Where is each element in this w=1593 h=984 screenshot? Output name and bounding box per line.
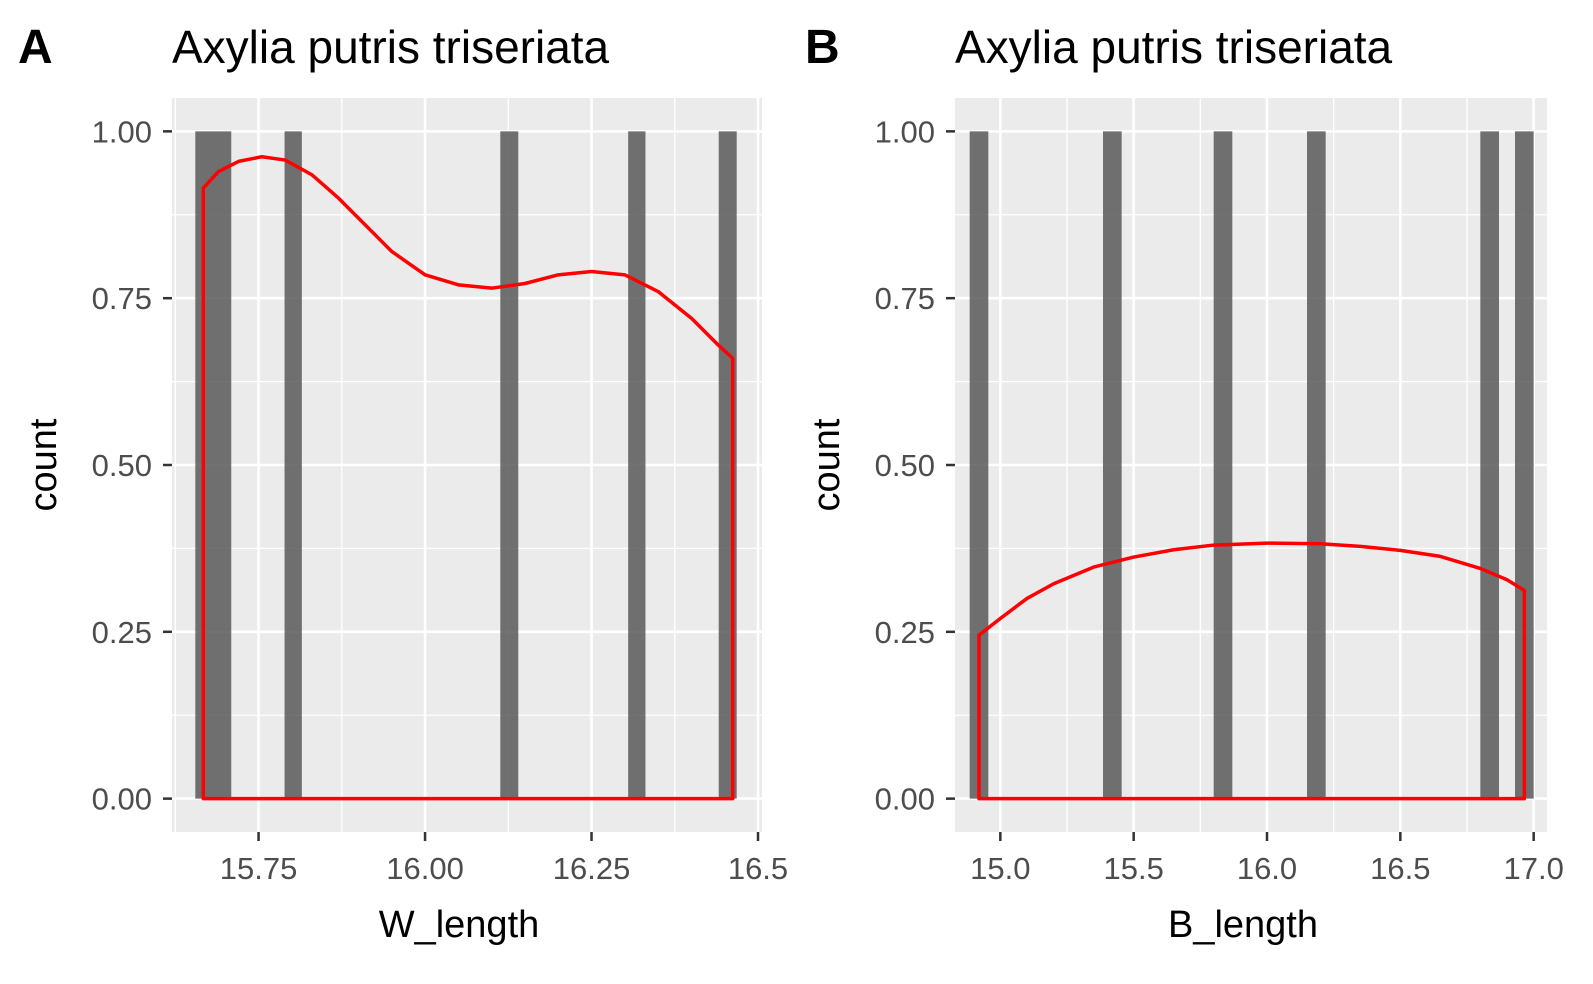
y-tick-label: 0.50	[92, 448, 152, 483]
y-tick-label: 0.75	[92, 281, 152, 316]
x-tick-label: 15.5	[1103, 851, 1163, 886]
x-tick-label: 16.25	[553, 851, 631, 886]
chart-title: Axylia putris triseriata	[172, 21, 610, 73]
panel-b: B Axylia putris triseriata 0.000.250.500…	[805, 21, 1564, 946]
density-curve	[201, 154, 735, 801]
chart-title: Axylia putris triseriata	[955, 21, 1393, 73]
y-tick-label: 0.75	[875, 281, 935, 316]
histogram-bar	[1213, 131, 1233, 799]
y-tick-label: 0.25	[92, 615, 152, 650]
panel-tag: B	[805, 21, 840, 74]
x-tick-label: 16.00	[386, 851, 464, 886]
y-axis-label: count	[23, 418, 65, 511]
y-tick-label: 0.00	[875, 782, 935, 817]
histogram-bar	[1480, 131, 1499, 799]
histogram-bar	[1103, 131, 1122, 799]
x-axis-label: B_length	[1168, 904, 1318, 946]
x-tick-label: 16.5	[728, 851, 788, 886]
histogram-bar	[1307, 131, 1326, 799]
y-axis: 0.00 0.25 0.50 0.75 1.00	[92, 114, 172, 817]
y-tick-label: 0.25	[875, 615, 935, 650]
x-axis-label: W_length	[379, 904, 540, 946]
grid	[172, 98, 762, 832]
y-axis: 0.00 0.25 0.50 0.75 1.00	[875, 114, 955, 817]
panel-a: A Axylia putris triseriata 0.000.250.500…	[18, 21, 788, 946]
x-axis: 15.0 15.5 16.0 16.5 17.0	[970, 832, 1564, 886]
y-tick-label: 0.00	[92, 782, 152, 817]
y-tick-label: 1.00	[875, 114, 935, 149]
x-tick-label: 17.0	[1503, 851, 1563, 886]
density-curve	[977, 541, 1527, 801]
panel-tag: A	[18, 21, 53, 74]
y-axis-label: count	[806, 418, 848, 511]
histogram-bar	[195, 131, 232, 799]
histogram-bar	[628, 131, 646, 799]
x-axis: 15.75 16.00 16.25 16.5	[220, 832, 788, 886]
y-tick-label: 0.50	[875, 448, 935, 483]
x-tick-label: 16.5	[1370, 851, 1430, 886]
y-tick-label: 1.00	[92, 114, 152, 149]
histogram-bar	[500, 131, 519, 799]
x-tick-label: 15.0	[970, 851, 1030, 886]
histogram-bar	[1515, 131, 1534, 799]
x-tick-label: 16.0	[1237, 851, 1297, 886]
histogram-bar	[284, 131, 302, 799]
bars	[969, 131, 1534, 799]
x-tick-label: 15.75	[220, 851, 298, 886]
